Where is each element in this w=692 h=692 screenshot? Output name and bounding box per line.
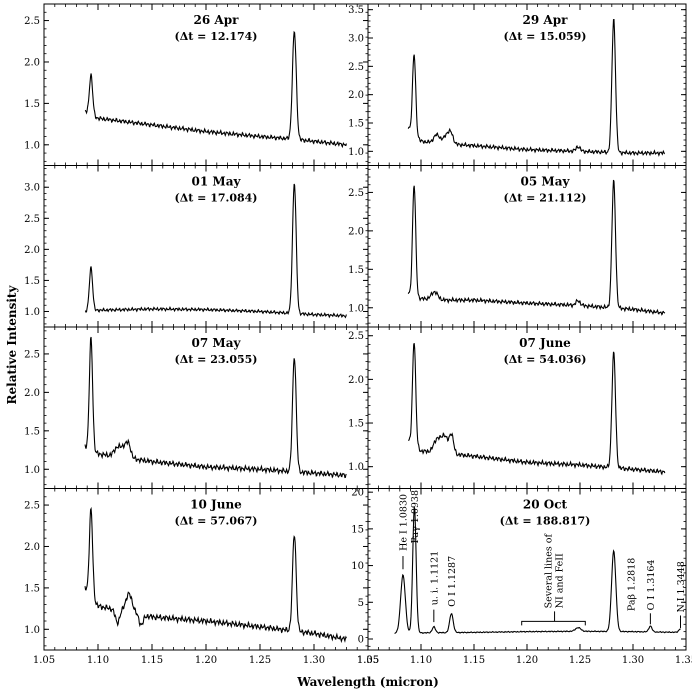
y-tick-label: 10 [351, 561, 364, 572]
y-tick-label: 2.0 [24, 388, 40, 399]
y-tick-label: 2.0 [24, 245, 40, 256]
y-tick-label: 3.0 [24, 183, 40, 194]
y-tick-label: 2.5 [24, 501, 40, 512]
y-tick-label: 0 [358, 634, 364, 645]
y-tick-label: 1.5 [24, 426, 40, 437]
y-tick-label: 1.5 [348, 119, 364, 130]
panel-subtitle: (Δt = 21.112) [504, 192, 587, 205]
spectrum-line [84, 336, 347, 479]
panel-subtitle: (Δt = 54.036) [504, 353, 587, 366]
y-tick-label: 1.0 [348, 147, 364, 158]
x-tick-label: 1.30 [303, 655, 325, 666]
y-tick-label: 2.0 [24, 57, 40, 68]
panel-subtitle: (Δt = 17.084) [175, 192, 258, 205]
panel-title: 01 May [192, 175, 242, 189]
panel-subtitle: (Δt = 23.055) [175, 353, 258, 366]
x-tick-label: 1.15 [141, 655, 163, 666]
spectrum-line [407, 179, 666, 316]
y-tick-label: 2.5 [348, 188, 364, 199]
panel-subtitle: (Δt = 15.059) [504, 30, 587, 43]
x-tick-label: 1.05 [357, 655, 379, 666]
line-annotation: Paγ 1.0938 [410, 490, 421, 544]
panel-title: 07 June [519, 336, 571, 350]
spectrum-line [84, 506, 347, 644]
bracket-label: NI and FeII [555, 553, 566, 608]
x-tick-label: 1.20 [516, 655, 538, 666]
y-tick-label: 1.5 [24, 99, 40, 110]
x-tick-label: 1.35 [675, 655, 692, 666]
panel-2: 1.0 1.5 2.0 2.5 3.0 3.5 29 Apr (Δt = 15.059) [348, 3, 687, 166]
y-tick-label: 2.5 [348, 331, 364, 342]
line-annotation: He I 1.0830 [398, 494, 409, 551]
y-tick-label: 5 [358, 598, 364, 609]
y-tick-label: 2.0 [348, 375, 364, 386]
x-tick-label: 1.20 [195, 655, 217, 666]
spectrum-line [408, 342, 666, 476]
panels-layer: 1.0 1.5 2.0 2.5 26 Apr (Δt = 12.174) 1.0 1.5 2.0… [24, 3, 692, 666]
panel-subtitle: (Δt = 12.174) [175, 30, 258, 43]
panel-title: 26 Apr [194, 13, 240, 27]
y-tick-label: 2.0 [348, 226, 364, 237]
y-tick-label: 2.5 [24, 349, 40, 360]
y-tick-label: 1.5 [348, 265, 364, 276]
y-tick-label: 1.0 [24, 307, 40, 318]
x-axis-title: Wavelength (micron) [296, 675, 439, 689]
panel-subtitle: (Δt = 57.067) [175, 515, 258, 528]
x-tick-label: 1.35 [357, 655, 379, 666]
line-annotation: O I 1.1287 [447, 556, 458, 607]
line-annotation: Paβ 1.2818 [626, 558, 637, 611]
y-tick-label: 1.0 [24, 465, 40, 476]
x-tick-label: 1.10 [87, 655, 109, 666]
y-tick-label: 2.0 [348, 90, 364, 101]
y-axis-title: Relative Intensity [5, 285, 19, 405]
panel-7: 1.0 1.5 2.0 2.5 1.05 1.10 1.15 1.20 1.25 1.30 1.35… [24, 488, 379, 666]
y-tick-label: 1.0 [348, 303, 364, 314]
panel-title: 10 June [190, 498, 242, 512]
spectrum-line [407, 19, 665, 157]
y-tick-label: 1.5 [24, 276, 40, 287]
y-tick-label: 2.5 [348, 62, 364, 73]
panel-title: 29 Apr [523, 13, 569, 27]
panel-title: 07 May [192, 336, 242, 350]
y-tick-label: 3.0 [348, 34, 364, 45]
panel-subtitle: (Δt = 188.817) [500, 515, 591, 528]
y-tick-label: 2.5 [24, 16, 40, 27]
y-tick-label: 20 [351, 488, 364, 499]
line-annotation: N I 1.3448 [676, 561, 687, 612]
x-tick-label: 1.05 [33, 655, 55, 666]
line-annotation: O I 1.3164 [646, 560, 657, 611]
x-tick-label: 1.15 [463, 655, 485, 666]
x-tick-label: 1.25 [249, 655, 271, 666]
y-tick-label: 2.0 [24, 542, 40, 553]
y-tick-label: 15 [351, 524, 364, 535]
spectrum-line [84, 30, 347, 149]
y-tick-label: 1.5 [348, 419, 364, 430]
line-annotation: u. i. 1.1121 [429, 551, 440, 605]
panel-title: 20 Oct [523, 498, 568, 512]
bracket-label: Several lines of [544, 533, 555, 609]
x-tick-label: 1.25 [569, 655, 591, 666]
y-tick-label: 3.5 [348, 5, 364, 16]
spectrum-line [84, 183, 347, 319]
y-tick-label: 1.0 [348, 462, 364, 473]
bracket [521, 620, 586, 626]
y-tick-label: 2.5 [24, 214, 40, 225]
x-tick-label: 1.30 [622, 655, 644, 666]
y-tick-label: 1.5 [24, 583, 40, 594]
x-tick-label: 1.10 [410, 655, 432, 666]
y-tick-label: 1.0 [24, 140, 40, 151]
panel-8: 0 5 10 15 20 1.05 1.10 1.15 1.20 1.25 1.30 1.35 20 O… [351, 488, 692, 666]
panel-title: 05 May [521, 175, 571, 189]
panel-4: 1.0 1.5 2.0 2.5 05 May (Δt = 21.112) [348, 165, 687, 328]
spectrum-line [394, 507, 681, 634]
y-tick-label: 1.0 [24, 625, 40, 636]
